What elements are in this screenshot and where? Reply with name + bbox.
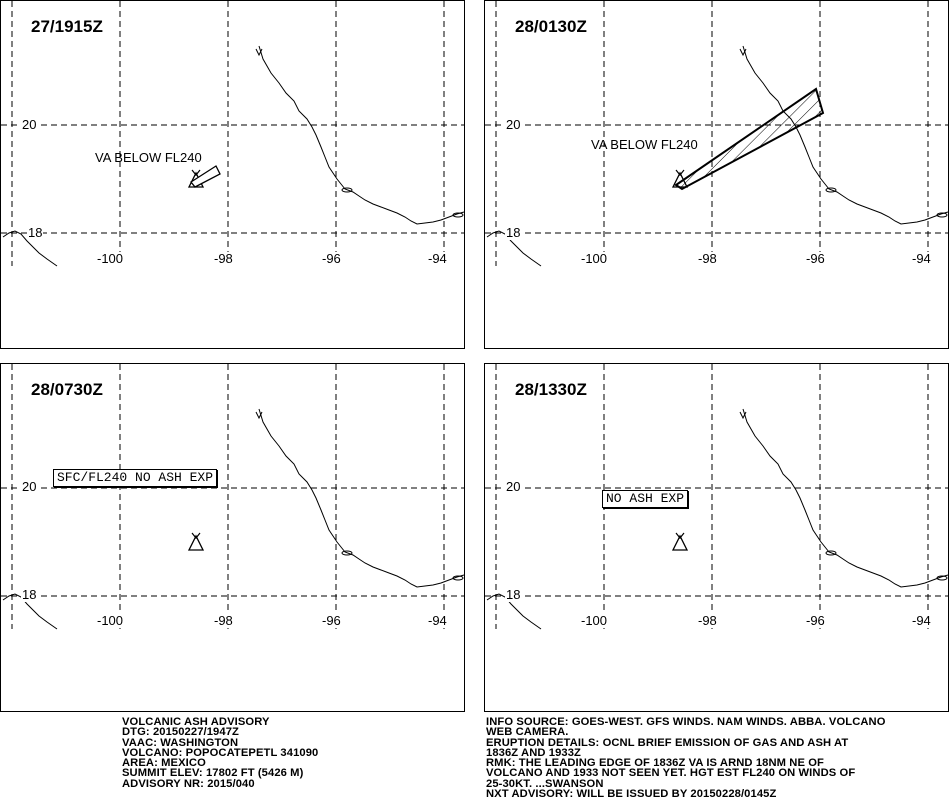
- advisory-line: 25-30KT. ...SWANSON: [486, 777, 604, 790]
- lagoon-mark: [936, 575, 948, 581]
- ash-note: VA BELOW FL240: [591, 137, 698, 152]
- lagoon-mark: [341, 550, 353, 556]
- lagoon-mark: [452, 212, 464, 218]
- lon-label-96: -96: [321, 613, 342, 628]
- lon-label-100: -100: [580, 251, 609, 266]
- river-mark: [255, 48, 263, 57]
- lon-label-98: -98: [697, 613, 718, 628]
- eruption-plume-icon: [675, 532, 685, 539]
- advisory-line: AREA: MEXICO: [122, 757, 206, 770]
- lon-label-98: -98: [213, 251, 234, 266]
- lon-label-100: -100: [96, 251, 125, 266]
- map-panel-2: 28/0130Z 20 18 -100 -98 -96 -94 VA BELOW…: [484, 0, 949, 349]
- lon-label-98: -98: [697, 251, 718, 266]
- advisory-left: VOLCANIC ASH ADVISORY DTG: 20150227/1947…: [122, 716, 319, 790]
- lon-label-96: -96: [321, 251, 342, 266]
- lat-label-18: 18: [21, 587, 38, 602]
- map-panel-4: 28/1330Z 20 18 -100 -98 -96 -94 NO ASH E…: [484, 363, 949, 712]
- panel-title: 28/0130Z: [515, 17, 587, 36]
- panel-title: 28/0730Z: [31, 380, 103, 399]
- river-mark: [739, 411, 747, 420]
- lagoon-mark: [452, 575, 464, 581]
- map-panel-1: 27/1915Z 20 18 -100 -98 -96 -94 VA BELOW…: [0, 0, 465, 349]
- lon-label-100: -100: [580, 613, 609, 628]
- advisory-line: VOLCANO AND 1933 NOT SEEN YET. HGT EST F…: [486, 767, 856, 780]
- coastline: [742, 45, 948, 225]
- advisory-line: VOLCANO: POPOCATEPETL 341090: [122, 746, 319, 759]
- advisory-line: VAAC: WASHINGTON: [122, 736, 239, 749]
- lon-label-98: -98: [213, 613, 234, 628]
- advisory-line: VOLCANIC ASH ADVISORY: [122, 716, 270, 728]
- lagoon-mark: [825, 550, 837, 556]
- eruption-plume-icon: [191, 169, 201, 176]
- advisory-line: RMK: THE LEADING EDGE OF 1836Z VA IS ARN…: [486, 757, 824, 770]
- ash-area: [190, 165, 221, 188]
- coastline: [742, 408, 948, 588]
- lon-label-96: -96: [805, 251, 826, 266]
- no-ash-box: NO ASH EXP: [602, 490, 689, 508]
- map-graphic-1: [1, 1, 464, 267]
- advisory-line: NXT ADVISORY: WILL BE ISSUED BY 20150228…: [486, 788, 777, 801]
- panel-title: 28/1330Z: [515, 380, 587, 399]
- river-mark: [255, 411, 263, 420]
- no-ash-box: SFC/FL240 NO ASH EXP: [53, 469, 218, 487]
- coastline-southwest: [2, 593, 58, 630]
- lagoon-mark: [341, 187, 353, 193]
- ash-area: [674, 87, 825, 191]
- lon-label-96: -96: [805, 613, 826, 628]
- eruption-plume-icon: [191, 532, 201, 539]
- advisory-line: DTG: 20150227/1947Z: [122, 726, 239, 739]
- advisory-right: INFO SOURCE: GOES-WEST. GFS WINDS. NAM W…: [486, 716, 886, 801]
- advisory-line: INFO SOURCE: GOES-WEST. GFS WINDS. NAM W…: [486, 716, 886, 728]
- lat-label-18: 18: [505, 587, 522, 602]
- ash-note: VA BELOW FL240: [95, 150, 202, 165]
- lon-label-100: -100: [96, 613, 125, 628]
- lon-label-94: -94: [427, 251, 448, 266]
- advisory-line: ADVISORY NR: 2015/040: [122, 777, 255, 790]
- coastline-southwest: [486, 230, 542, 267]
- map-graphic-3: [1, 364, 464, 630]
- lon-label-94: -94: [427, 613, 448, 628]
- coastline: [258, 45, 464, 225]
- map-graphic-2: [485, 1, 948, 267]
- map-panel-3: 28/0730Z 20 18 -100 -98 -96 -94 SFC/FL24…: [0, 363, 465, 712]
- river-mark: [739, 48, 747, 57]
- volcano-icon: [187, 534, 205, 551]
- lat-label-20: 20: [505, 117, 522, 132]
- map-graphic-4: [485, 364, 948, 630]
- lagoon-mark: [825, 187, 837, 193]
- lon-label-94: -94: [911, 613, 932, 628]
- coastline: [258, 408, 464, 588]
- panel-title: 27/1915Z: [31, 17, 103, 36]
- lat-label-18: 18: [505, 225, 522, 240]
- coastline-southwest: [486, 593, 542, 630]
- lat-label-20: 20: [21, 117, 38, 132]
- lat-label-18: 18: [27, 225, 44, 240]
- lon-label-94: -94: [911, 251, 932, 266]
- advisory-line: WEB CAMERA.: [486, 726, 569, 739]
- volcano-icon: [671, 534, 689, 551]
- advisory-line: 1836Z AND 1933Z: [486, 746, 581, 759]
- lat-label-20: 20: [505, 479, 522, 494]
- lat-label-20: 20: [21, 479, 38, 494]
- advisory-line: SUMMIT ELEV: 17802 FT (5426 M): [122, 767, 304, 780]
- coastline-southwest: [2, 230, 58, 267]
- advisory-line: ERUPTION DETAILS: OCNL BRIEF EMISSION OF…: [486, 736, 849, 749]
- eruption-plume-icon: [675, 169, 685, 176]
- lagoon-mark: [936, 212, 948, 218]
